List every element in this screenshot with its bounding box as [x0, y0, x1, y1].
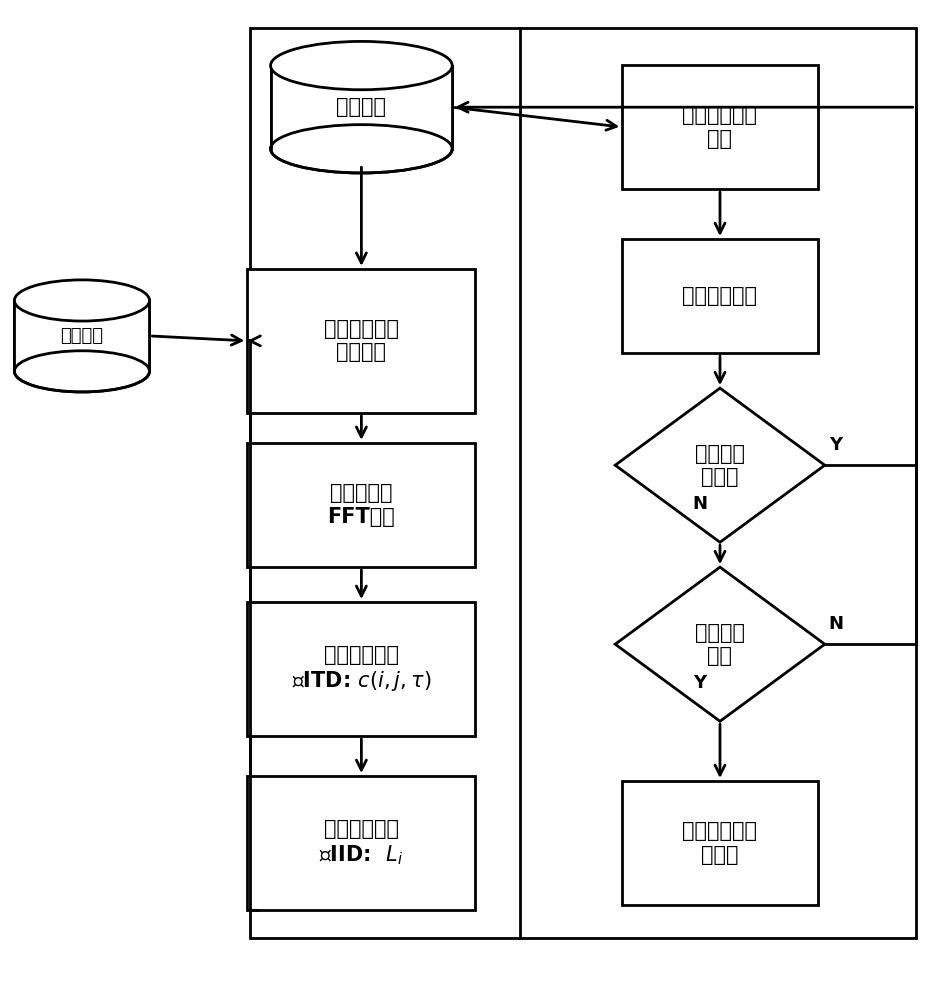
Bar [247, 269, 475, 413]
Text: 当前正常
割煤？: 当前正常 割煤？ [695, 444, 744, 487]
Bar [247, 776, 475, 910]
Text: Y: Y [693, 674, 706, 692]
Bar [622, 239, 817, 353]
Text: 声音信号采集
与预处理: 声音信号采集 与预处理 [324, 319, 399, 362]
Polygon shape [615, 567, 824, 721]
Bar [622, 65, 817, 189]
Text: N: N [827, 615, 842, 633]
Bar [14, 300, 150, 371]
Ellipse shape [271, 41, 452, 90]
Bar [271, 66, 452, 149]
Ellipse shape [14, 280, 150, 321]
Bar [14, 300, 150, 371]
Text: 当前割岩
石？: 当前割岩 石？ [695, 623, 744, 666]
Text: 神经网络分类: 神经网络分类 [681, 286, 756, 306]
Ellipse shape [14, 351, 150, 392]
Bar [247, 602, 475, 736]
Text: 提取信号分离
特征: 提取信号分离 特征 [681, 105, 756, 149]
Bar [247, 443, 475, 567]
Polygon shape [615, 388, 824, 542]
Bar [622, 781, 817, 905]
Text: 计算两个通道
的IID:  $L_i$: 计算两个通道 的IID: $L_i$ [319, 819, 403, 867]
Ellipse shape [271, 125, 452, 173]
Text: 实时数据: 实时数据 [336, 97, 386, 117]
Text: 降低采煤机滚
筒高度: 降低采煤机滚 筒高度 [681, 821, 756, 865]
Bar [249, 28, 914, 938]
Text: N: N [692, 495, 707, 513]
Text: 实验数据: 实验数据 [61, 327, 103, 345]
Bar [271, 66, 452, 149]
Text: 计算两个通道
的ITD: $c(i,j,\tau)$: 计算两个通道 的ITD: $c(i,j,\tau)$ [291, 645, 431, 693]
Text: Y: Y [828, 436, 841, 454]
Text: 对信号进行
FFT变换: 对信号进行 FFT变换 [328, 483, 395, 527]
